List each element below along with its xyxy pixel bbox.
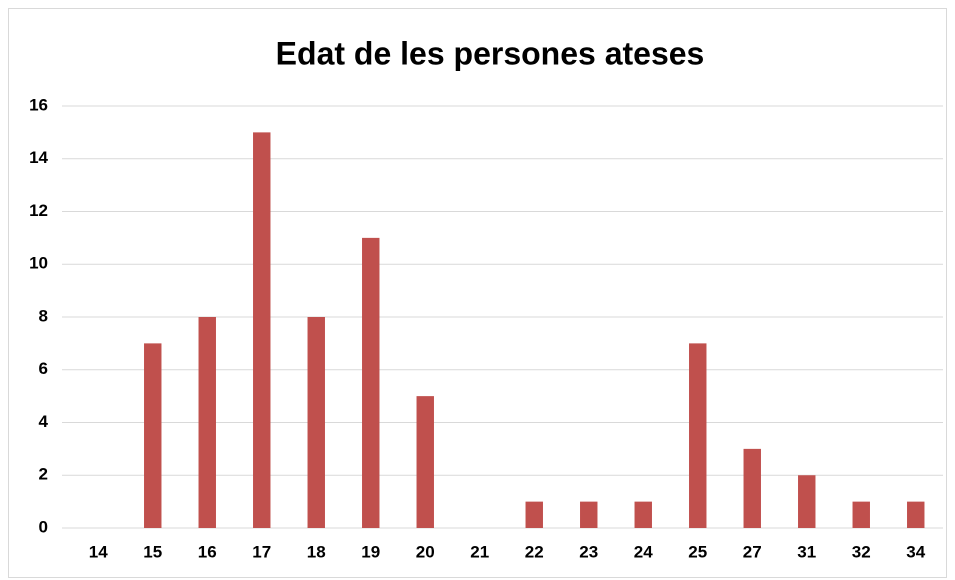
y-tick-label: 10 (29, 254, 48, 273)
x-tick-label: 18 (307, 542, 326, 561)
x-tick-label: 14 (89, 542, 108, 561)
y-tick-label: 14 (29, 148, 48, 167)
y-tick-label: 0 (39, 517, 48, 536)
x-tick-label: 31 (797, 542, 816, 561)
x-tick-label: 20 (416, 542, 435, 561)
chart-frame (8, 8, 947, 578)
bar (525, 501, 543, 528)
bar (689, 343, 707, 528)
y-tick-label: 12 (29, 201, 48, 220)
bar (580, 501, 598, 528)
bar (144, 343, 162, 528)
bar (198, 317, 216, 528)
bar (798, 475, 816, 528)
x-tick-label: 23 (579, 542, 598, 561)
bar (634, 501, 652, 528)
chart-title: Edat de les persones ateses (276, 35, 705, 71)
x-tick-label: 16 (198, 542, 217, 561)
x-tick-label: 21 (470, 542, 489, 561)
x-tick-label: 22 (525, 542, 544, 561)
bar (362, 237, 380, 528)
bar (907, 501, 925, 528)
x-tick-label: 24 (634, 542, 653, 561)
y-tick-label: 6 (39, 359, 48, 378)
bar (743, 448, 761, 528)
y-tick-label: 16 (29, 95, 48, 114)
bar (307, 317, 325, 528)
x-tick-label: 17 (252, 542, 271, 561)
x-tick-label: 34 (906, 542, 925, 561)
bar (253, 132, 271, 528)
x-tick-label: 25 (688, 542, 707, 561)
x-tick-label: 27 (743, 542, 762, 561)
x-tick-label: 15 (143, 542, 162, 561)
y-tick-label: 2 (39, 465, 48, 484)
y-tick-label: 8 (39, 306, 48, 325)
x-tick-label: 32 (852, 542, 871, 561)
y-tick-label: 4 (39, 412, 49, 431)
bar (416, 396, 434, 528)
x-tick-label: 19 (361, 542, 380, 561)
bar (852, 501, 870, 528)
